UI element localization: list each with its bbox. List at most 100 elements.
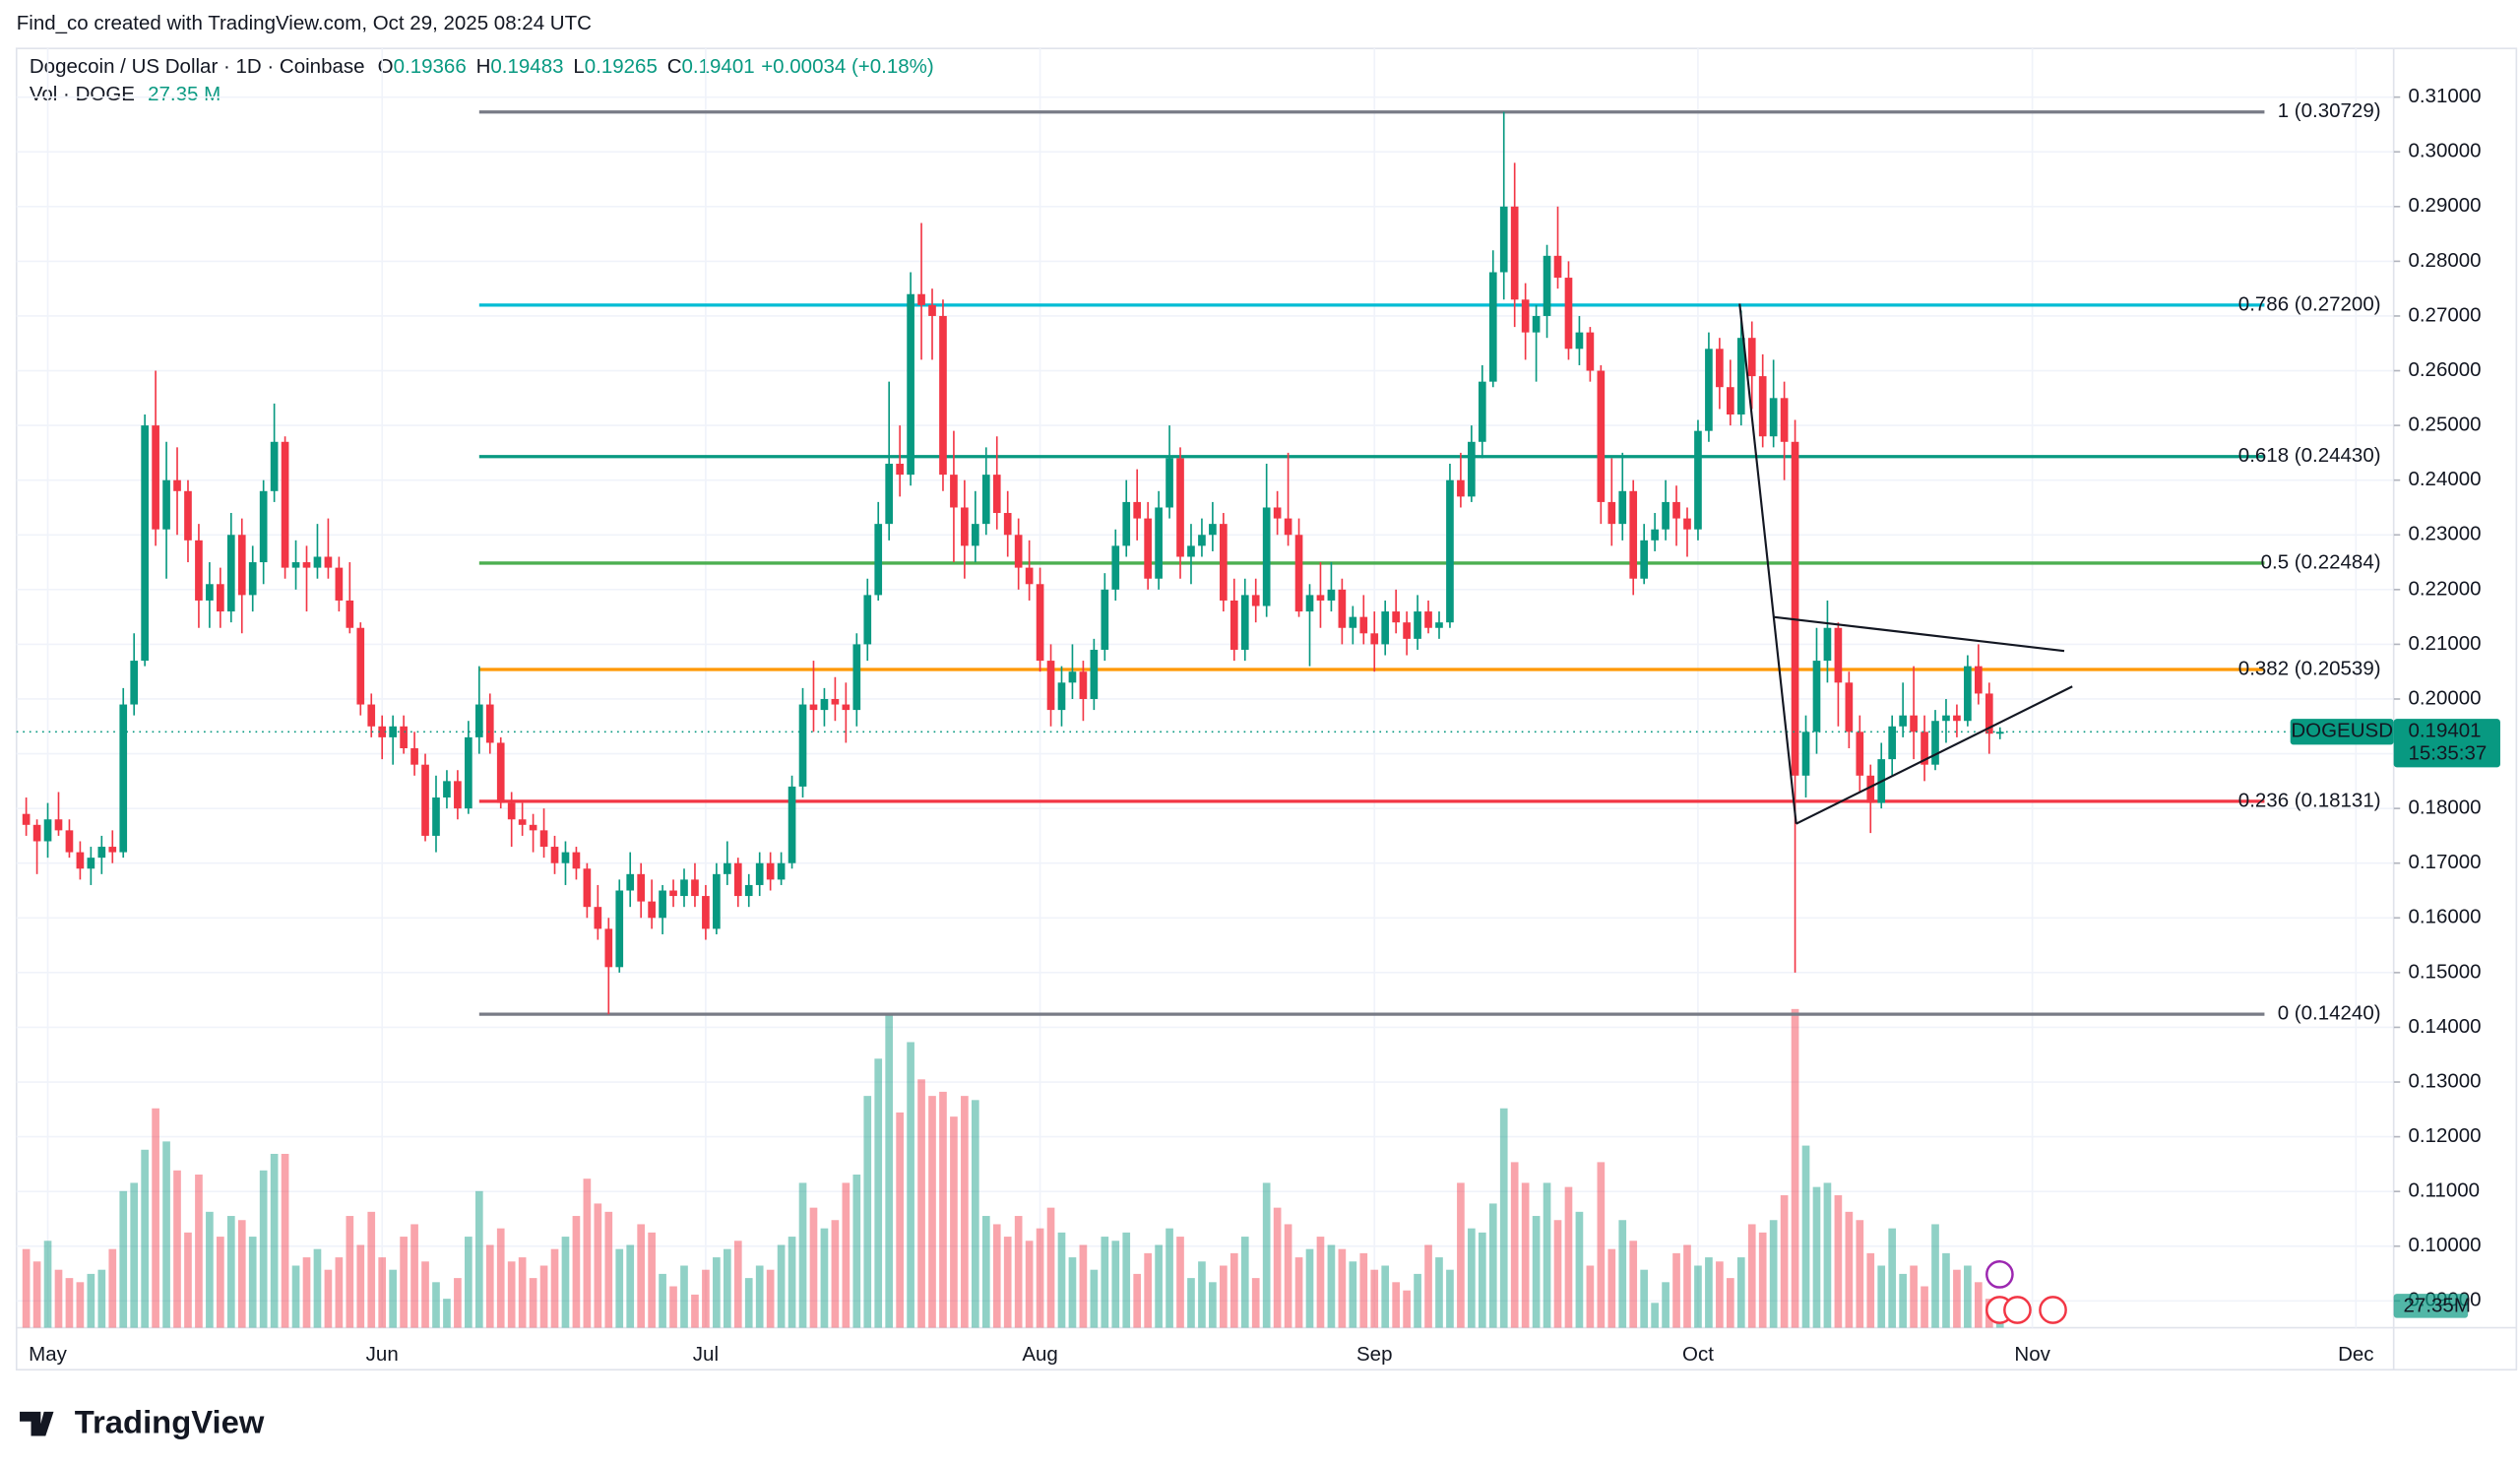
candle-body xyxy=(928,304,936,316)
volume-bar xyxy=(259,1170,268,1328)
volume-bar xyxy=(1856,1220,1864,1328)
candle-body xyxy=(1251,595,1260,606)
volume-bar xyxy=(346,1216,354,1328)
volume-bar xyxy=(367,1211,376,1328)
candle-body xyxy=(788,786,796,863)
volume-bar xyxy=(1220,1265,1228,1328)
candle-body xyxy=(1975,666,1983,694)
volume-bar xyxy=(972,1100,979,1328)
candle-body xyxy=(421,764,429,836)
candle-body xyxy=(1392,611,1400,623)
y-tick-label: 0.18000 xyxy=(2408,796,2481,819)
candle-body xyxy=(939,315,947,476)
candle-body xyxy=(961,507,969,546)
candle-body xyxy=(259,490,268,563)
candle-body xyxy=(313,556,322,568)
logo-text: TradingView xyxy=(75,1404,265,1440)
y-tick-label: 0.17000 xyxy=(2408,851,2481,873)
candle-body xyxy=(108,847,117,853)
close: 0.19401 xyxy=(682,55,755,78)
candle-body xyxy=(648,901,656,919)
candle-body xyxy=(863,595,872,645)
candle-body xyxy=(820,698,829,711)
volume-bar xyxy=(1586,1265,1595,1328)
candle-body xyxy=(378,726,387,737)
fib-label: 0.5 (0.22484) xyxy=(2261,550,2381,573)
volume-bar xyxy=(1273,1207,1282,1328)
volume-bar xyxy=(485,1244,494,1328)
candle-body xyxy=(1046,661,1055,711)
volume-bar xyxy=(659,1273,666,1328)
volume-bar xyxy=(400,1237,408,1328)
volume-bar xyxy=(1133,1273,1142,1328)
candle-body xyxy=(291,562,300,568)
volume-badge xyxy=(2393,1294,2469,1318)
y-tick-label: 0.16000 xyxy=(2408,906,2481,928)
candle-body xyxy=(173,479,181,491)
candle-body xyxy=(1262,507,1271,606)
ticker-badge xyxy=(2290,719,2394,745)
y-tick-label: 0.20000 xyxy=(2408,686,2481,709)
volume-bar xyxy=(474,1190,483,1328)
candle-body xyxy=(1618,490,1627,525)
volume-bar xyxy=(961,1096,969,1328)
candle-body xyxy=(1510,206,1519,300)
volume-bar xyxy=(1866,1252,1875,1328)
candle-body xyxy=(733,862,742,897)
event-icons xyxy=(1985,1260,2067,1324)
candle-body xyxy=(594,907,602,929)
fib-label: 0.786 (0.27200) xyxy=(2238,292,2381,315)
candle-body xyxy=(507,802,516,820)
candle-body xyxy=(1866,775,1875,803)
candle-body xyxy=(1629,490,1638,579)
candle-body xyxy=(972,524,979,546)
candle-body xyxy=(1856,732,1864,776)
fib-label: 0.382 (0.20539) xyxy=(2238,657,2381,679)
candle-body xyxy=(356,627,365,705)
volume-bar xyxy=(173,1170,181,1328)
candle-body xyxy=(248,562,257,596)
y-tick-label: 0.21000 xyxy=(2408,632,2481,655)
x-tick-label: Oct xyxy=(1682,1343,1714,1366)
volume-bar xyxy=(108,1248,117,1328)
h: H xyxy=(476,55,491,78)
volume-bar xyxy=(1359,1252,1368,1328)
open: 0.19366 xyxy=(394,55,467,78)
candle-body xyxy=(465,736,472,809)
y-tick-label: 0.22000 xyxy=(2408,577,2481,600)
candle-body xyxy=(1758,376,1767,437)
candle-body xyxy=(1403,622,1411,639)
candle-body xyxy=(270,441,279,491)
x-tick-label: Jul xyxy=(693,1343,719,1366)
volume-bar xyxy=(1488,1203,1497,1328)
candle-body xyxy=(32,824,41,842)
volume-bar xyxy=(421,1261,429,1328)
volume-bar xyxy=(443,1299,451,1328)
candle-body xyxy=(1294,535,1303,612)
volume-bar xyxy=(831,1220,840,1328)
candle-body xyxy=(1553,255,1562,279)
volume-bar xyxy=(1198,1261,1206,1328)
volume-bar xyxy=(432,1282,440,1328)
candle-body xyxy=(702,896,710,929)
volume-bar xyxy=(1964,1265,1972,1328)
trendline xyxy=(1738,303,1797,824)
volume-bar xyxy=(1209,1282,1217,1328)
candle-body xyxy=(1284,518,1292,536)
candle-body xyxy=(680,879,688,897)
candle-body xyxy=(217,584,224,612)
y-tick-label: 0.29000 xyxy=(2408,194,2481,217)
volume-bar xyxy=(755,1265,764,1328)
volume-bar xyxy=(572,1216,581,1328)
volume-bar xyxy=(1705,1257,1713,1328)
candle-body xyxy=(1220,524,1228,601)
volume-bar xyxy=(32,1261,41,1328)
vol-title: Vol · DOGE xyxy=(30,83,135,105)
volume-bar xyxy=(1240,1237,1249,1328)
candle-body xyxy=(443,781,451,798)
candle-body xyxy=(1899,715,1907,727)
candle-body xyxy=(65,830,74,853)
